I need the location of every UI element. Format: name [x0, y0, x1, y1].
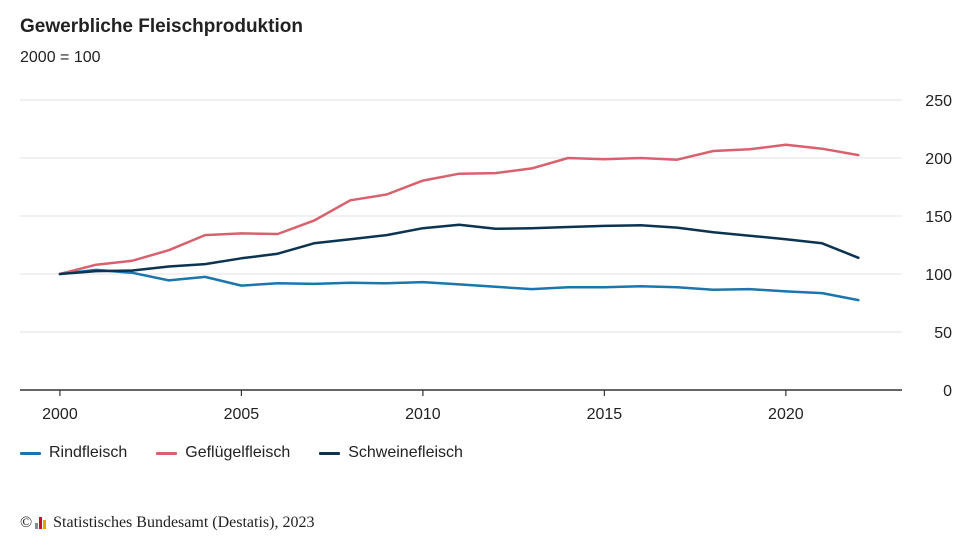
x-tick-label: 2000	[42, 406, 78, 423]
x-tick-label: 2010	[405, 406, 441, 423]
y-tick-label: 100	[925, 267, 952, 284]
legend-item-gefluegelfleisch[interactable]: Geflügelfleisch	[156, 444, 290, 462]
grid-lines	[20, 99, 902, 333]
chart-subtitle: 2000 = 100	[20, 49, 101, 66]
legend-item-rindfleisch[interactable]: Rindfleisch	[20, 444, 127, 462]
y-tick-label: 0	[943, 383, 952, 400]
series-line-gefluegelfleisch[interactable]	[58, 143, 860, 276]
x-tick-label: 2015	[587, 406, 623, 423]
x-tick-label: 2005	[224, 406, 260, 423]
series-line-rindfleisch[interactable]	[58, 268, 860, 302]
y-tick-label: 50	[934, 325, 952, 342]
legend-swatch-schweinefleisch	[319, 451, 341, 455]
x-axis	[20, 389, 902, 396]
destatis-logo-icon	[35, 517, 47, 529]
legend-swatch-rindfleisch	[20, 451, 41, 455]
legend-item-schweinefleisch[interactable]: Schweinefleisch	[319, 444, 463, 462]
legend-label-gefluegelfleisch: Geflügelfleisch	[185, 444, 291, 461]
chart-title: Gewerbliche Fleischproduktion	[20, 16, 303, 37]
series-lines	[58, 143, 860, 302]
series-line-schweinefleisch[interactable]	[58, 223, 860, 276]
tick-labels: 0 50 100 150 200 250 2000 2005 2010 2015 2020	[42, 93, 952, 423]
y-tick-label: 200	[925, 151, 952, 168]
y-tick-label: 150	[925, 209, 952, 226]
legend: Rindfleisch Geflügelfleisch Schweineflei…	[20, 444, 492, 462]
copyright-icon: ©	[20, 514, 33, 531]
legend-label-schweinefleisch: Schweinefleisch	[348, 444, 463, 461]
source-footer: © Statistisches Bundesamt (Destatis), 20…	[20, 514, 314, 532]
legend-label-rindfleisch: Rindfleisch	[49, 444, 128, 461]
legend-swatch-gefluegelfleisch	[156, 451, 178, 455]
source-text[interactable]: Statistisches Bundesamt (Destatis), 2023	[53, 514, 315, 531]
x-tick-label: 2020	[768, 406, 804, 423]
y-tick-label: 250	[925, 93, 952, 110]
